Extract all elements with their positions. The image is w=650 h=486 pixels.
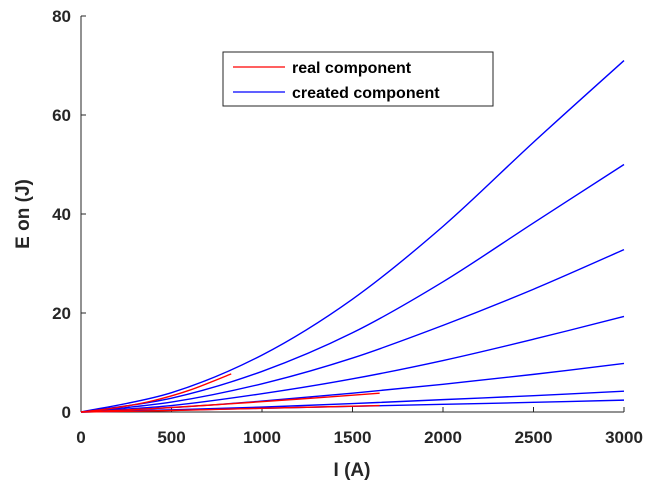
series-lines xyxy=(80,60,625,413)
legend-label-created: created component xyxy=(292,85,440,102)
x-ticks: 0 500 1000 1500 2000 2500 3000 xyxy=(76,407,643,447)
x-axis-label: I (A) xyxy=(334,460,371,481)
created-component-line-2 xyxy=(80,248,625,413)
x-tick-label: 500 xyxy=(157,428,185,447)
x-tick-label: 2000 xyxy=(424,428,462,447)
created-component-line-4 xyxy=(80,362,625,413)
real-component-line-9 xyxy=(80,404,380,413)
legend-label-real: real component xyxy=(292,60,412,77)
created-component-line-1 xyxy=(80,163,625,413)
created-component-line-3 xyxy=(80,315,625,413)
y-ticks: 0 20 40 60 80 xyxy=(52,7,86,422)
y-tick-label: 80 xyxy=(52,7,71,26)
y-tick-label: 60 xyxy=(52,106,71,125)
x-tick-label: 1500 xyxy=(334,428,372,447)
created-component-line-0 xyxy=(80,60,625,413)
x-tick-label: 3000 xyxy=(605,428,643,447)
x-tick-label: 0 xyxy=(76,428,85,447)
x-tick-label: 2500 xyxy=(515,428,553,447)
y-axis-label: E on (J) xyxy=(13,179,34,249)
y-tick-label: 40 xyxy=(52,205,71,224)
x-tick-label: 1000 xyxy=(243,428,281,447)
legend: real component created component xyxy=(222,51,494,107)
y-tick-label: 0 xyxy=(62,403,71,422)
legend-box xyxy=(222,51,494,107)
real-component-line-8 xyxy=(80,392,380,413)
y-tick-label: 20 xyxy=(52,304,71,323)
plot-area: 0 500 1000 1500 2000 2500 3000 0 20 40 60 80 xyxy=(52,7,643,447)
real-component-line-7 xyxy=(80,373,232,413)
